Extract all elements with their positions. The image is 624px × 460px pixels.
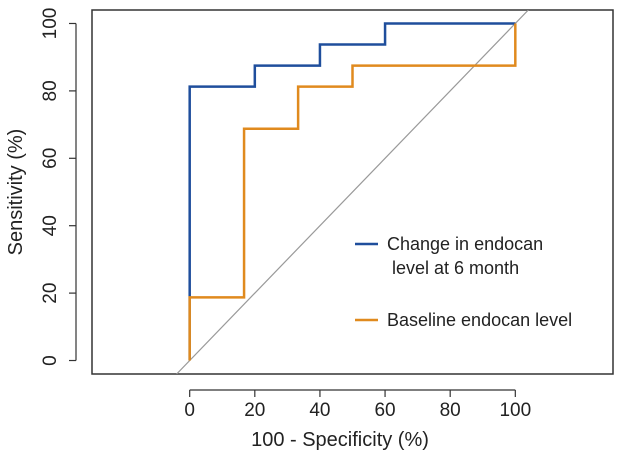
x-tick-label-100: 100 [499, 400, 531, 421]
plot-frame [91, 9, 614, 375]
y-axis-title: Sensitivity (%) [5, 129, 27, 256]
y-tick-label-100: 100 [40, 8, 61, 40]
legend-label-2-line-1: Baseline endocan level [387, 310, 572, 330]
legend-label-1-line-2: level at 6 month [387, 258, 519, 278]
y-tick-label-0: 0 [40, 355, 61, 366]
roc-series-2-line [188, 23, 517, 361]
x-axis-title: 100 - Specificity (%) [251, 429, 429, 451]
y-tick-label-40: 40 [40, 215, 61, 236]
x-tick-label-20: 20 [244, 400, 265, 421]
x-tick-label-0: 0 [184, 400, 195, 421]
x-tick-label-80: 80 [440, 400, 461, 421]
reference-diagonal-line [176, 10, 529, 374]
x-tick-label-40: 40 [309, 400, 330, 421]
roc-series-1-line [188, 22, 516, 361]
y-tick-label-60: 60 [40, 148, 61, 169]
y-tick-label-80: 80 [40, 80, 61, 101]
legend-label-1-line-1: Change in endocan [387, 234, 543, 254]
legend: Change in endocan level at 6 month Baseli… [355, 234, 572, 330]
y-tick-label-20: 20 [40, 283, 61, 304]
x-tick-label-60: 60 [374, 400, 395, 421]
